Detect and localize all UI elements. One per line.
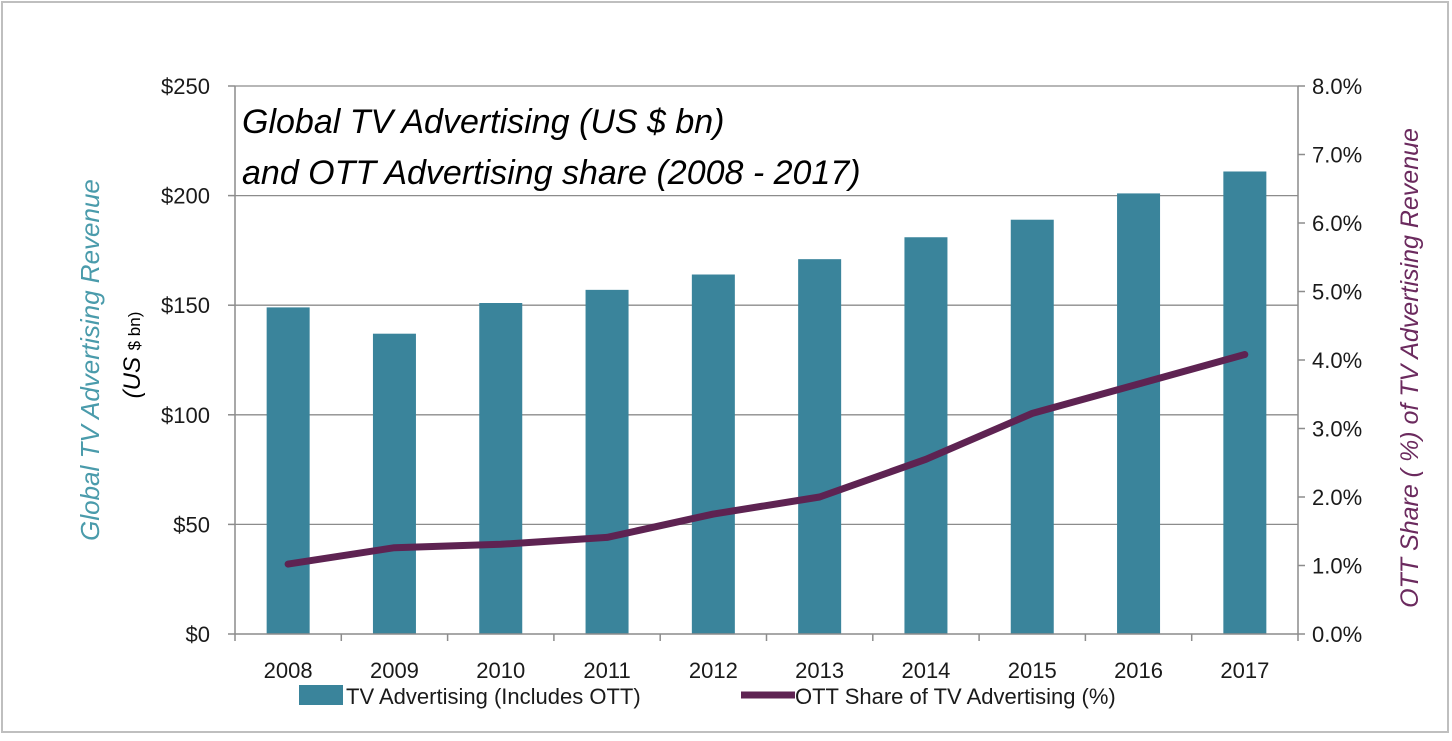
x-tick-label-2015: 2015 (1008, 658, 1057, 683)
right-tick-label-6: 6.0% (1312, 211, 1362, 236)
ott-point-2015 (1029, 410, 1036, 417)
bar-2017 (1223, 171, 1267, 634)
ott-point-2008 (284, 560, 292, 568)
left-axis-unit: (US $ bn) (119, 312, 146, 399)
ott-share-line (284, 351, 1249, 568)
axes (228, 85, 1305, 641)
x-tick-label-2012: 2012 (689, 658, 738, 683)
right-tick-label-3: 3.0% (1312, 417, 1362, 442)
x-tick-label-2016: 2016 (1114, 658, 1163, 683)
bar-2014 (904, 237, 948, 635)
chart-title-line-2: and OTT Advertising share (2008 - 2017) (242, 154, 861, 192)
legend: TV Advertising (Includes OTT) OTT Share … (299, 684, 1116, 709)
bar-2010 (479, 303, 523, 634)
left-tick-label-1: $50 (173, 512, 210, 537)
tick-labels: $0 $50 $100 $150 $200 $250 0.0% 1.0% 2.0% 3.0% 4.0… (161, 74, 1362, 683)
bar-2015 (1010, 219, 1054, 634)
x-tick-label-2013: 2013 (795, 658, 844, 683)
ott-point-2012 (710, 510, 717, 518)
bar-2016 (1117, 193, 1161, 634)
x-tick-label-2010: 2010 (476, 658, 525, 683)
x-tick-label-2014: 2014 (901, 658, 950, 683)
bar-2008 (266, 307, 310, 634)
right-tick-label-1: 1.0% (1312, 554, 1362, 579)
bar-2012 (691, 274, 735, 634)
left-tick-label-5: $250 (161, 74, 210, 99)
x-tick-label-2011: 2011 (583, 658, 630, 683)
left-tick-label-4: $200 (161, 184, 210, 209)
ott-point-2009 (391, 544, 398, 551)
x-tick-label-2008: 2008 (264, 658, 313, 683)
legend-swatch-bars (299, 685, 343, 705)
legend-label-bars: TV Advertising (Includes OTT) (346, 684, 641, 709)
ott-point-2017 (1241, 351, 1249, 358)
left-tick-label-0: $0 (186, 622, 210, 647)
ott-point-2013 (816, 493, 823, 501)
right-tick-label-7: 7.0% (1312, 143, 1362, 168)
right-tick-label-8: 8.0% (1312, 74, 1362, 99)
chart-title-line-1: Global TV Advertising (US $ bn) (242, 103, 725, 141)
left-tick-label-2: $100 (161, 403, 210, 428)
line-series (284, 351, 1249, 568)
ott-point-2010 (497, 541, 504, 548)
ott-point-2011 (603, 534, 611, 541)
right-tick-label-0: 0.0% (1312, 622, 1362, 647)
left-tick-label-3: $150 (161, 293, 210, 318)
left-axis-unit-part-1: (US (119, 350, 146, 398)
ott-point-2016 (1135, 380, 1142, 388)
right-axis-title: OTT Share ( %) of TV Advertising Revenue (1396, 128, 1424, 608)
right-tick-label-2: 2.0% (1312, 485, 1362, 510)
x-tick-label-2017: 2017 (1220, 658, 1269, 683)
bar-2011 (585, 289, 629, 634)
x-tick-label-2009: 2009 (370, 658, 419, 683)
legend-label-line: OTT Share of TV Advertising (%) (795, 684, 1116, 709)
right-tick-label-5: 5.0% (1312, 280, 1362, 305)
right-tick-label-4: 4.0% (1312, 348, 1362, 373)
left-axis-unit-part-2: $ bn) (125, 312, 144, 351)
left-axis-title: Global TV Advertising Revenue (75, 179, 105, 541)
ott-point-2014 (922, 456, 930, 463)
bar-2013 (798, 259, 842, 634)
bar-2009 (372, 333, 416, 634)
bar-series (266, 171, 1267, 635)
